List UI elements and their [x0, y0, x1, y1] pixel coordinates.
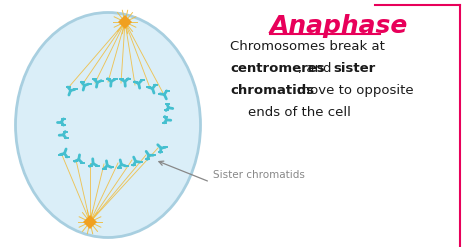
- Text: move to opposite: move to opposite: [293, 84, 414, 97]
- Text: sister: sister: [333, 62, 375, 75]
- Polygon shape: [118, 15, 132, 29]
- Text: ends of the cell: ends of the cell: [248, 106, 351, 119]
- Polygon shape: [83, 215, 97, 229]
- Ellipse shape: [16, 13, 201, 238]
- Text: centromeres: centromeres: [230, 62, 325, 75]
- Text: Sister chromatids: Sister chromatids: [213, 170, 305, 180]
- Text: , and: , and: [298, 62, 336, 75]
- Text: chromatids: chromatids: [230, 84, 314, 97]
- Text: Anaphase: Anaphase: [270, 14, 409, 38]
- Text: Chromosomes break at: Chromosomes break at: [230, 40, 385, 53]
